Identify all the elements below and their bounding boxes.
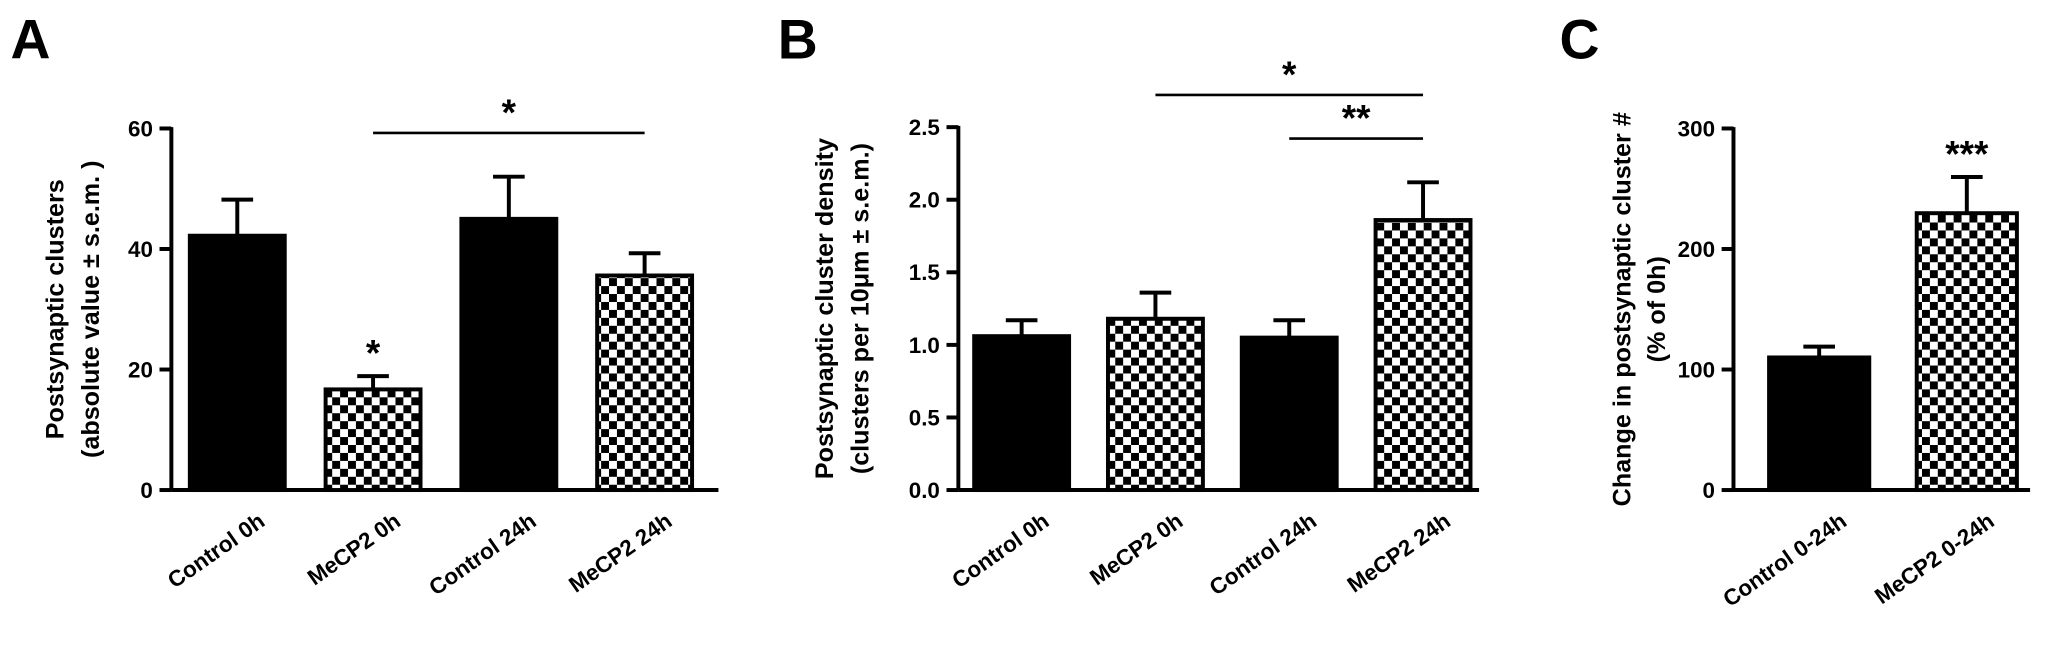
x-tick-label: MeCP2 24h	[564, 508, 676, 597]
y-tick-label: 0	[140, 478, 152, 503]
y-axis-label: Change in postsynaptic cluster #	[1609, 112, 1637, 506]
bar	[1767, 355, 1872, 493]
y-tick-label: 1.0	[909, 333, 940, 358]
significance-label: **	[1342, 98, 1371, 139]
y-tick-label: 0.0	[909, 478, 940, 503]
bar	[187, 233, 287, 493]
panel-label: C	[1559, 8, 1599, 70]
y-axis-label: (clusters per 10μm ± s.e.m.)	[847, 143, 875, 474]
bar	[595, 273, 695, 493]
y-tick-label: 0	[1703, 478, 1715, 503]
y-tick-label: 2.0	[909, 188, 940, 213]
y-tick-label: 20	[128, 357, 153, 382]
y-tick-label: 200	[1678, 237, 1715, 262]
bar	[323, 387, 423, 493]
y-axis-label: (% of 0h)	[1643, 256, 1671, 362]
significance-label: *	[366, 332, 381, 373]
significance-label: *	[502, 92, 517, 133]
x-tick-label: MeCP2 0-24h	[1870, 508, 1999, 609]
x-tick-label: Control 24h	[1205, 508, 1321, 600]
significance-label: ***	[1945, 133, 1989, 174]
y-tick-label: 40	[128, 237, 153, 262]
y-tick-label: 100	[1678, 357, 1715, 382]
significance-label: *	[1282, 54, 1297, 95]
bar	[1914, 211, 2019, 493]
y-tick-label: 300	[1678, 116, 1715, 141]
bar	[1373, 218, 1473, 493]
bar	[459, 216, 559, 493]
bar	[1239, 335, 1339, 493]
x-tick-label: Control 0h	[163, 508, 269, 593]
y-axis-label: Postsynaptic cluster density	[811, 138, 839, 479]
y-tick-label: 0.5	[909, 405, 940, 430]
x-tick-label: Control 0h	[947, 508, 1053, 593]
y-axis-label: Postsynaptic clusters	[41, 179, 69, 439]
x-tick-label: MeCP2 0h	[303, 508, 405, 590]
bar	[972, 334, 1072, 493]
bar	[1106, 316, 1205, 493]
panel-label: B	[778, 8, 818, 70]
y-tick-label: 1.5	[909, 260, 940, 285]
y-tick-label: 2.5	[909, 115, 940, 140]
panel-label: A	[11, 8, 51, 70]
x-tick-label: Control 0-24h	[1718, 508, 1851, 612]
x-tick-label: MeCP2 0h	[1085, 508, 1187, 590]
x-tick-label: Control 24h	[424, 508, 540, 600]
y-tick-label: 60	[128, 116, 153, 141]
y-axis-label: (absolute value ± s.e.m. )	[77, 160, 105, 458]
x-tick-label: MeCP2 24h	[1343, 508, 1455, 597]
